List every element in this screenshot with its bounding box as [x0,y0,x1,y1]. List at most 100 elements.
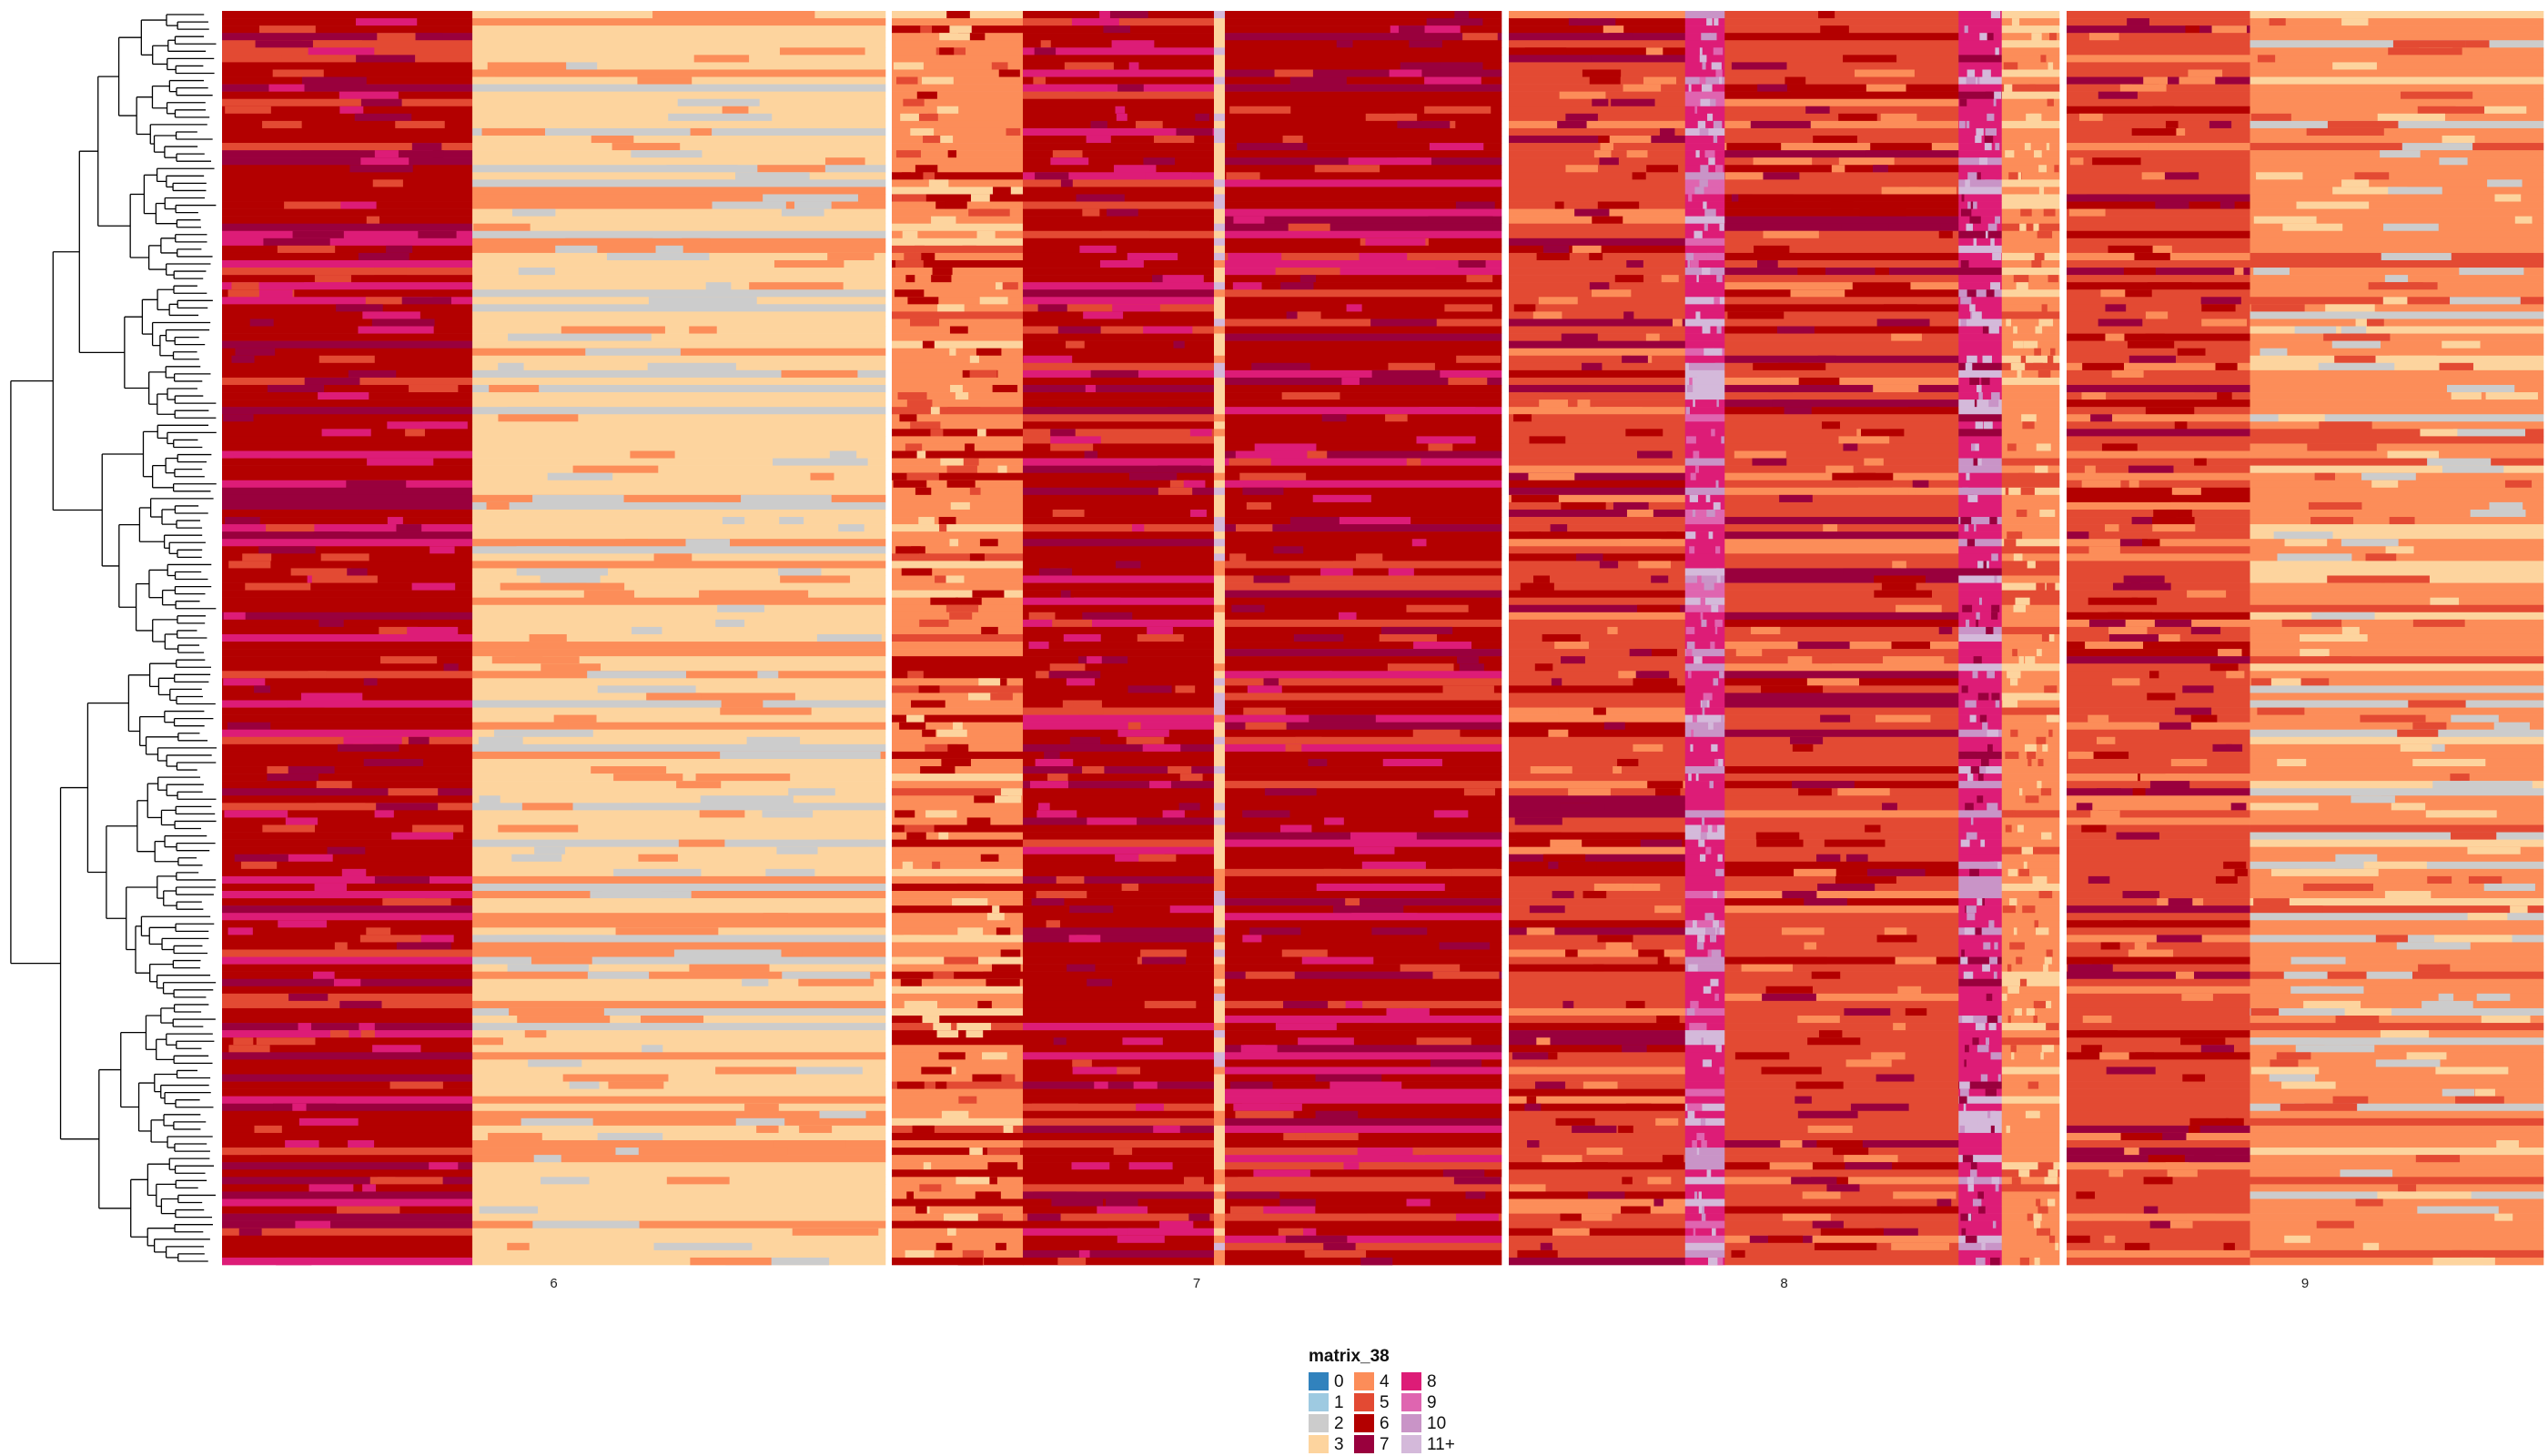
cell-segment [783,1067,863,1075]
cell-row [892,1059,1024,1067]
cell-row [2250,927,2544,935]
cell-row [1023,993,1215,1002]
cell-row [892,993,1024,1002]
cell-row [1958,230,2003,239]
cell-row [2001,575,2060,583]
cell-segment [2020,355,2027,364]
cell-row [1225,766,1502,774]
cell-row [892,810,1024,818]
cell-segment [254,1125,282,1134]
cell-segment [668,113,773,122]
cell-row [222,1257,473,1266]
cell-row [1684,399,1725,408]
cell-row [2001,714,2060,723]
cell-row [472,1081,886,1089]
cell-row [1023,766,1215,774]
cell-segment [1245,722,1287,731]
cell-segment [1245,971,1295,980]
cell-segment [369,1177,396,1185]
cell-row [1724,1132,1959,1141]
cell-row [1214,1213,1226,1221]
cell-segment [1691,1110,1695,1119]
cell-row [2001,935,2060,943]
cell-segment [2018,788,2023,796]
cell-segment [1550,524,1568,532]
cell-segment [1697,935,1705,943]
cell-row [2001,539,2060,547]
cell-row [2001,98,2060,107]
cell-row [1225,501,1502,511]
cell-segment [1706,252,1717,261]
cell-row [892,238,1024,247]
cell-row [1958,98,2003,107]
cell-segment [947,407,981,415]
cell-row [472,729,886,738]
cell-segment [2442,135,2475,144]
cell-segment [989,671,1009,679]
cell-segment [1705,846,1712,855]
cell-row [2250,289,2544,298]
cell-row [1509,194,1686,202]
legend-swatch [1354,1372,1374,1390]
cell-row [2067,553,2250,561]
cell-row [1958,150,2003,158]
cell-row [1023,407,1215,415]
cell-segment [1451,868,1497,877]
cell-segment [908,1132,923,1141]
cell-row [1225,245,1502,254]
cell-row [1225,40,1502,48]
cell-segment [1825,465,1854,473]
cell-row [2001,1000,2060,1009]
cell-row [472,824,886,833]
cell-segment [1694,106,1698,115]
cell-row [1225,355,1502,364]
cell-segment [1985,179,1996,187]
cell-row [472,340,886,349]
cell-segment [358,326,414,334]
cell-row [1509,1169,1686,1178]
cell-row [1225,1096,1502,1105]
cell-segment [2036,443,2051,451]
cell-segment [2344,1007,2392,1016]
cell-segment [1686,1007,1695,1016]
cell-row [1724,1117,1959,1127]
cell-row [1724,1169,1959,1178]
cell-row [1724,480,1959,489]
cell-row [1023,956,1215,965]
cell-row [2001,369,2060,379]
cell-row [2067,98,2250,107]
cell-segment [1633,678,1678,686]
cell-segment [1986,626,1994,635]
cell-segment [2371,480,2399,489]
cell-row [1509,781,1686,789]
cell-row [1214,649,1226,657]
cell-row [1509,106,1686,115]
cell-row [1724,1059,1959,1067]
cell-row [2250,824,2544,833]
cell-segment [653,553,693,561]
cell-segment [1752,458,1787,466]
cell-segment [1977,458,1982,466]
cell-row [1684,575,1725,583]
cell-row [1214,781,1226,789]
cell-segment [1634,649,1677,657]
cell-segment [2005,487,2009,496]
cell-row [1509,1059,1686,1067]
cell-row [2067,604,2250,613]
cell-segment [981,626,998,635]
cell-row [2001,766,2060,774]
cell-segment [396,942,451,950]
cell-segment [1798,377,1840,386]
cell-segment [377,33,416,41]
cell-segment [1591,55,1616,63]
cell-row [1023,649,1215,657]
cell-segment [1050,443,1094,451]
cell-segment [336,1206,400,1214]
cell-segment [1970,443,1976,451]
cell-segment [1526,927,1555,935]
cell-row [2001,927,2060,935]
cell-row [892,311,1024,319]
cell-row [222,1249,473,1259]
cell-segment [1715,1045,1722,1053]
cell-segment [1363,1162,1405,1170]
